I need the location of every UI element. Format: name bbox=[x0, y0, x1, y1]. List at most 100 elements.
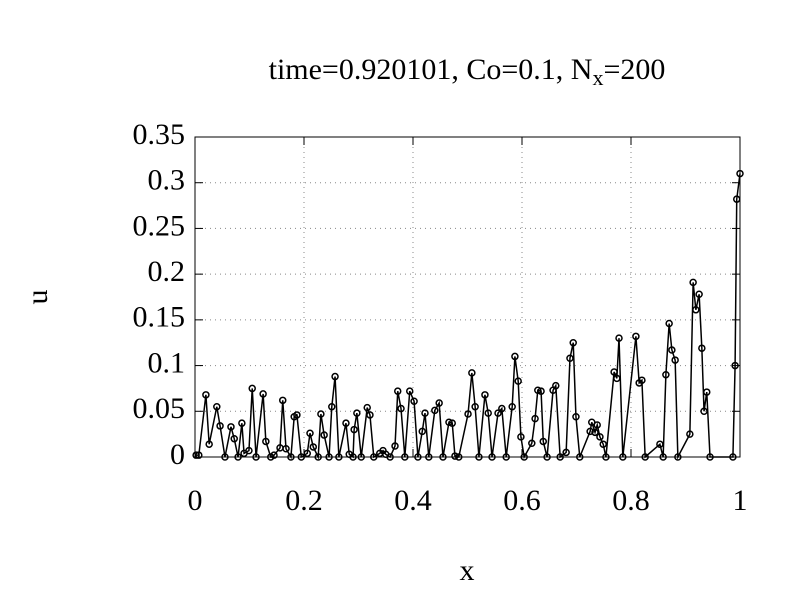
data-point bbox=[659, 453, 667, 461]
data-point bbox=[517, 433, 525, 441]
y-axis-label: u bbox=[21, 290, 54, 305]
data-point bbox=[213, 402, 221, 411]
data-point bbox=[397, 404, 405, 413]
data-point bbox=[464, 410, 472, 418]
data-point bbox=[230, 434, 238, 443]
data-point bbox=[488, 453, 496, 461]
data-point bbox=[520, 453, 528, 461]
data-point bbox=[349, 453, 357, 461]
data-point bbox=[205, 440, 213, 448]
y-tick-label: 0.2 bbox=[148, 255, 186, 288]
data-point bbox=[498, 404, 506, 413]
data-point bbox=[309, 443, 318, 451]
data-point bbox=[192, 451, 200, 459]
x-tick-label: 1 bbox=[733, 484, 748, 517]
data-point bbox=[528, 439, 536, 448]
data-point bbox=[695, 290, 703, 299]
data-point bbox=[221, 453, 229, 461]
data-point bbox=[418, 427, 427, 436]
data-point bbox=[306, 429, 314, 437]
y-tick-label: 0.15 bbox=[133, 301, 186, 334]
data-point bbox=[363, 403, 371, 412]
data-point bbox=[282, 445, 290, 453]
plot-frame bbox=[194, 136, 741, 458]
data-point bbox=[562, 448, 570, 457]
data-point bbox=[686, 430, 694, 438]
data-point bbox=[357, 453, 365, 461]
data-point bbox=[602, 453, 610, 461]
data-point bbox=[335, 453, 343, 461]
data-point bbox=[471, 402, 479, 411]
data-point bbox=[234, 453, 242, 461]
data-point bbox=[514, 377, 522, 385]
data-point bbox=[732, 195, 741, 203]
data-point bbox=[703, 388, 711, 396]
data-point bbox=[613, 374, 621, 383]
data-point bbox=[665, 319, 673, 328]
data-line bbox=[196, 173, 741, 460]
data-point bbox=[481, 391, 489, 399]
data-point bbox=[641, 453, 649, 461]
data-point bbox=[270, 451, 278, 459]
data-point bbox=[632, 332, 640, 341]
data-point bbox=[238, 419, 246, 427]
y-tick-label: 0.05 bbox=[133, 392, 186, 425]
data-point bbox=[610, 368, 618, 376]
data-point bbox=[227, 423, 235, 431]
data-point bbox=[401, 453, 409, 461]
data-point bbox=[599, 440, 607, 448]
data-point bbox=[278, 396, 287, 405]
data-point bbox=[405, 387, 414, 395]
data-point bbox=[297, 453, 306, 461]
data-point bbox=[534, 386, 542, 395]
data-point bbox=[638, 376, 646, 384]
data-point bbox=[537, 387, 545, 395]
data-point bbox=[576, 453, 584, 461]
data-point bbox=[331, 372, 339, 381]
data-point bbox=[591, 428, 599, 437]
data-point bbox=[287, 453, 295, 461]
data-point bbox=[731, 361, 739, 370]
data-point bbox=[455, 453, 463, 461]
data-point bbox=[494, 409, 502, 417]
title-subscript: x bbox=[592, 65, 603, 90]
data-point bbox=[593, 421, 601, 429]
data-point bbox=[468, 369, 476, 377]
data-point bbox=[656, 440, 664, 448]
data-point bbox=[317, 410, 325, 418]
data-point bbox=[320, 431, 328, 439]
data-point bbox=[698, 344, 706, 352]
data-point bbox=[245, 446, 253, 455]
y-tick-label: 0.35 bbox=[133, 118, 186, 151]
x-tick-label: 0.6 bbox=[503, 484, 541, 517]
data-point bbox=[671, 356, 679, 364]
data-point bbox=[216, 422, 224, 430]
y-tick-label: 0.1 bbox=[148, 346, 186, 379]
x-tick-label: 0.4 bbox=[394, 484, 432, 517]
data-point bbox=[674, 453, 682, 461]
data-point bbox=[552, 381, 560, 390]
data-point bbox=[262, 437, 270, 446]
data-point bbox=[508, 402, 516, 411]
data-point bbox=[439, 453, 447, 461]
chart-title: time=0.920101, Co=0.1, Nx=200 bbox=[269, 53, 666, 90]
x-tick-label: 0 bbox=[188, 484, 203, 517]
y-tick-label: 0 bbox=[170, 438, 185, 471]
data-point bbox=[539, 437, 548, 446]
data-point bbox=[303, 449, 312, 458]
data-point bbox=[706, 453, 714, 461]
data-point bbox=[700, 407, 708, 416]
data-point bbox=[729, 453, 737, 461]
x-tick-label: 0.2 bbox=[285, 484, 323, 517]
data-point bbox=[531, 414, 539, 423]
data-point bbox=[350, 425, 358, 434]
data-point bbox=[325, 453, 333, 461]
data-point bbox=[410, 397, 418, 405]
x-axis-label: x bbox=[460, 554, 475, 587]
data-point bbox=[435, 399, 443, 407]
data-point bbox=[425, 453, 433, 461]
data-point bbox=[431, 406, 439, 415]
data-point bbox=[736, 169, 744, 178]
data-point bbox=[342, 419, 350, 427]
data-point bbox=[445, 418, 453, 427]
